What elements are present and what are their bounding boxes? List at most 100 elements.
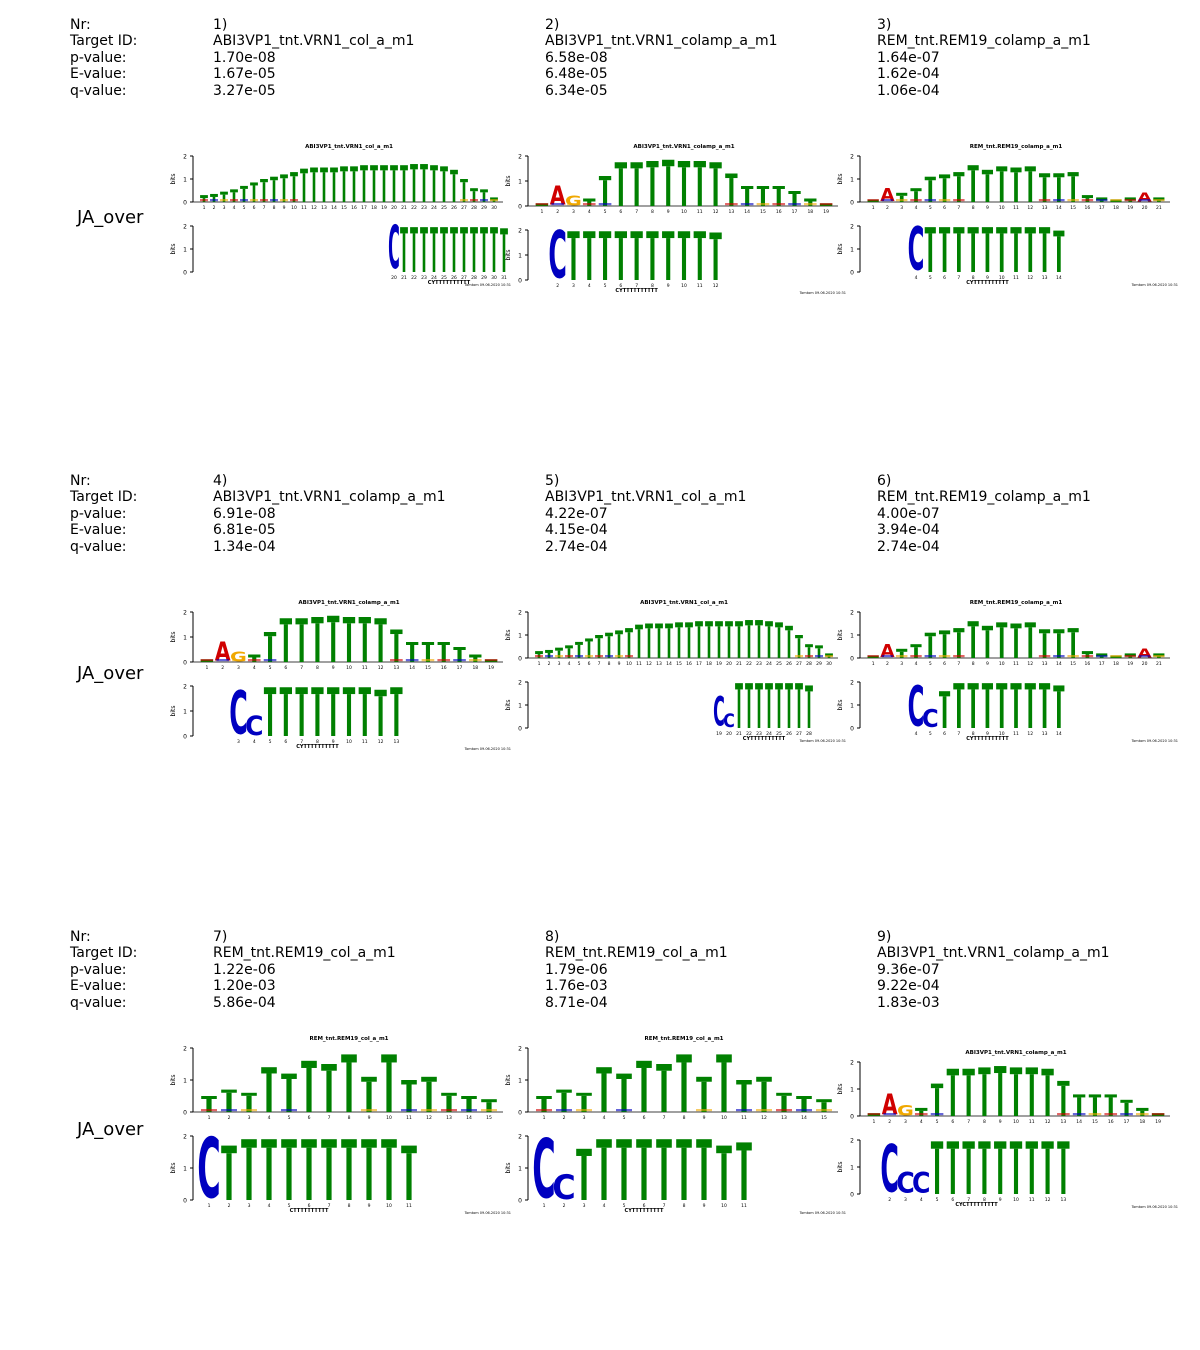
logo-letter-t-stem: [1057, 236, 1061, 272]
logo-letter-t-bar: [430, 227, 438, 234]
y-tick-label: 2: [850, 610, 854, 617]
logo-letter-t-stem: [242, 188, 246, 202]
logo-letter-t-bar: [635, 624, 643, 630]
x-tick-label: 5: [578, 661, 581, 667]
target-id[interactable]: REM_tnt.REM19_col_a_m1: [545, 945, 728, 962]
logo-letter-t-stem: [737, 689, 741, 728]
target-id[interactable]: REM_tnt.REM19_col_a_m1: [213, 945, 396, 962]
logo-minor-letters: [867, 655, 879, 658]
logo-minor-letters: [421, 1109, 437, 1112]
target-id[interactable]: REM_tnt.REM19_colamp_a_m1: [877, 489, 1091, 506]
logo-title: REM_tnt.REM19_col_a_m1: [644, 1036, 723, 1042]
logo-minor-letters: [481, 1109, 497, 1112]
logo-letter-t-bar: [1096, 653, 1108, 657]
y-tick-label: 1: [518, 633, 522, 640]
match-number: 4): [213, 473, 228, 489]
logo-minor-letters: [201, 1109, 217, 1112]
x-tick-label: 4: [253, 665, 256, 671]
y-tick-label: 2: [850, 154, 854, 161]
logo-letter-t-stem: [971, 233, 975, 272]
logo-letter-t-stem: [621, 1147, 627, 1200]
y-tick-label: 1: [850, 633, 854, 640]
x-tick-label: 1: [543, 1115, 546, 1121]
target-id[interactable]: ABI3VP1_tnt.VRN1_colamp_a_m1: [213, 489, 446, 506]
logo-letter-t-stem: [777, 689, 781, 728]
target-id[interactable]: ABI3VP1_tnt.VRN1_col_a_m1: [545, 489, 747, 506]
logo-letter-t-bar: [736, 1080, 752, 1085]
target-id[interactable]: ABI3VP1_tnt.VRN1_colamp_a_m1: [545, 33, 778, 50]
x-tick-label: 28: [806, 731, 812, 737]
logo-minor-letters: [819, 203, 833, 206]
logo-letter-t-stem: [581, 1095, 587, 1112]
logo-letter: A: [1137, 191, 1151, 205]
x-tick-label: 9: [986, 731, 989, 737]
logo-letter-t-stem: [1042, 177, 1047, 202]
motif-alignment-logo[interactable]: ABI3VP1_tnt.VRN1_colamp_a_m1012bits1A2G3…: [837, 1044, 1182, 1219]
logo-letter-t-bar: [946, 1141, 959, 1149]
logo-letter-t-stem: [760, 189, 765, 206]
y-tick-label: 1: [850, 177, 854, 184]
x-tick-label: 2: [888, 1119, 891, 1125]
x-tick-label: 8: [273, 205, 276, 211]
x-tick-label: 27: [461, 275, 467, 281]
logo-letter-t-bar: [996, 166, 1008, 172]
x-tick-label: 14: [331, 205, 337, 211]
logo-minor-letters: [480, 199, 488, 202]
x-tick-label: 10: [291, 205, 297, 211]
logo-letter-t-stem: [366, 1147, 372, 1200]
logo-letter: A: [550, 180, 566, 211]
y-tick-label: 1: [518, 253, 522, 260]
y-tick-label: 2: [518, 1134, 522, 1141]
target-id[interactable]: ABI3VP1_tnt.VRN1_colamp_a_m1: [877, 945, 1110, 962]
motif-alignment-logo[interactable]: ABI3VP1_tnt.VRN1_colamp_a_m1012bits1A2G3…: [170, 594, 515, 759]
x-tick-label: 1: [540, 209, 543, 215]
logo-minor-letters: [390, 659, 403, 662]
x-tick-label: 23: [421, 205, 427, 211]
logo-letter-t-stem: [697, 167, 702, 206]
x-tick-label: 18: [807, 209, 813, 215]
logo-letter-t-stem: [394, 694, 399, 736]
x-tick-label: 4: [268, 1203, 271, 1209]
logo-letter-t-bar: [924, 632, 936, 637]
logo-letter-t-stem: [1128, 656, 1133, 658]
logo-letter-c: C: [552, 1167, 575, 1207]
target-id[interactable]: ABI3VP1_tnt.VRN1_col_a_m1: [213, 33, 415, 50]
label-target-id: Target ID:: [70, 489, 138, 506]
logo-letter-t-stem: [985, 174, 990, 202]
y-tick-label: 1: [183, 709, 187, 716]
logo-letter-t-stem: [1071, 176, 1075, 202]
logo-letter-c: C: [908, 214, 925, 284]
y-tick-label: 0: [183, 270, 187, 277]
y-tick-label: 0: [518, 204, 522, 211]
x-tick-label: 3: [558, 661, 561, 667]
x-tick-label: 8: [651, 283, 654, 289]
logo-letter-t-bar: [716, 1145, 732, 1154]
x-tick-label: 2: [228, 1203, 231, 1209]
logo-letter-t-bar: [1010, 227, 1022, 234]
logo-letter-t-stem: [326, 1147, 332, 1200]
match-info: 6) REM_tnt.REM19_colamp_a_m1 4.00e-07 3.…: [877, 473, 1091, 555]
y-axis-label: bits: [170, 706, 177, 717]
logo-letter-t-stem: [914, 647, 918, 658]
logo-letter-t-stem: [721, 1062, 727, 1112]
y-tick-label: 0: [183, 660, 187, 667]
logo-letter-t-stem: [378, 624, 383, 662]
logo-letter-t-stem: [641, 1147, 647, 1200]
logo-letter-t-stem: [737, 626, 741, 658]
x-tick-label: 8: [608, 661, 611, 667]
logo-letter-t-stem: [697, 626, 701, 658]
logo-minor-letters: [924, 199, 936, 202]
motif-alignment-logo[interactable]: ABI3VP1_tnt.VRN1_colamp_a_m1012bits1A2G3…: [505, 138, 850, 303]
x-tick-label: 13: [656, 661, 662, 667]
x-tick-label: 11: [697, 283, 703, 289]
label-p-value: p-value:: [70, 49, 127, 66]
logo-letter-t-stem: [777, 627, 781, 658]
logo-letter-t-stem: [942, 696, 947, 728]
target-id[interactable]: REM_tnt.REM19_colamp_a_m1: [877, 33, 1091, 50]
